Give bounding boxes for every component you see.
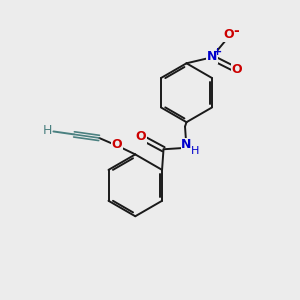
Text: O: O: [231, 63, 242, 76]
Text: N: N: [207, 50, 217, 63]
Text: -: -: [234, 25, 239, 38]
Text: N: N: [181, 138, 192, 151]
Text: +: +: [213, 46, 223, 56]
Text: O: O: [223, 28, 234, 41]
Text: H: H: [43, 124, 52, 137]
Text: O: O: [136, 130, 146, 143]
Text: O: O: [111, 138, 122, 151]
Text: H: H: [191, 146, 200, 156]
